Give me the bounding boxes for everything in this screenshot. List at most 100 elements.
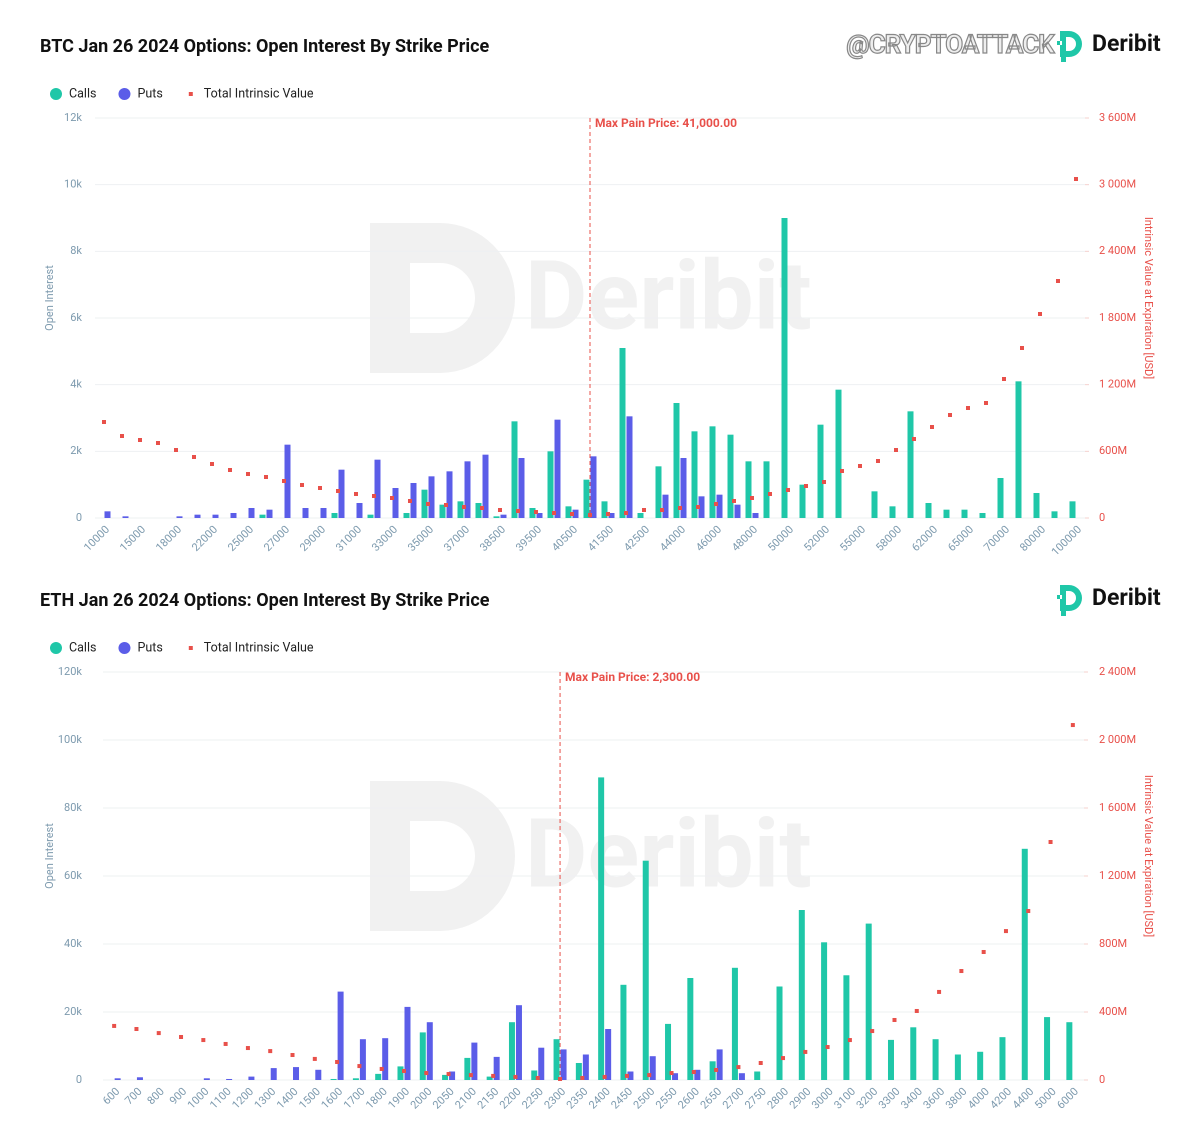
point: [558, 1076, 563, 1081]
x-tick-label: 3100: [831, 1085, 858, 1112]
point: [804, 484, 808, 488]
legend-marker: [118, 88, 131, 100]
bar: [907, 411, 914, 518]
point: [357, 1064, 362, 1069]
point: [1056, 279, 1060, 283]
watermark-brand: Deribit: [525, 798, 812, 910]
bar: [284, 444, 291, 518]
y-tick-label: 8k: [70, 244, 82, 257]
bar: [835, 389, 842, 518]
point: [192, 455, 196, 459]
bar: [637, 513, 644, 518]
bar: [104, 511, 111, 518]
x-tick-label: 4000: [965, 1085, 992, 1112]
x-tick-label: 2650: [698, 1085, 725, 1112]
bar: [738, 1073, 745, 1080]
bar: [302, 508, 309, 518]
point: [691, 1070, 696, 1075]
point: [768, 492, 772, 496]
point: [825, 1045, 830, 1050]
point: [102, 420, 106, 424]
x-tick-label: 31000: [333, 523, 364, 554]
bar: [508, 1022, 515, 1080]
bar: [464, 461, 471, 518]
bar: [493, 1056, 500, 1080]
y2-tick-label: 1 200M: [1099, 378, 1136, 391]
point: [1002, 377, 1006, 381]
bar: [511, 421, 518, 518]
bar: [500, 514, 507, 518]
bar: [367, 514, 374, 518]
point: [516, 509, 520, 513]
bar: [776, 986, 783, 1080]
point: [228, 468, 232, 472]
bar: [843, 975, 850, 1080]
bar: [691, 431, 698, 518]
point: [948, 413, 952, 417]
point: [803, 1049, 808, 1054]
point: [426, 502, 430, 506]
bar: [943, 509, 950, 518]
bar: [698, 496, 705, 518]
bar: [655, 466, 662, 518]
x-tick-label: 37000: [441, 523, 472, 554]
bar: [680, 458, 687, 518]
point: [444, 503, 448, 507]
y2-tick-label: 1 600M: [1099, 801, 1136, 814]
x-tick-label: 38500: [477, 523, 508, 554]
point: [498, 508, 502, 512]
bar: [464, 1057, 471, 1080]
bar: [403, 513, 410, 518]
x-tick-label: 3600: [921, 1085, 948, 1112]
point: [552, 511, 556, 515]
x-tick-label: 1200: [229, 1085, 256, 1112]
legend-marker: [118, 642, 131, 654]
point: [354, 492, 358, 496]
bar: [404, 1006, 411, 1080]
bar: [1021, 848, 1028, 1080]
x-tick-label: 3000: [809, 1085, 836, 1112]
x-tick-label: 1100: [207, 1085, 234, 1112]
x-tick-label: 1700: [341, 1085, 368, 1112]
bar: [889, 506, 896, 518]
x-tick-label: 4200: [987, 1085, 1014, 1112]
bar: [330, 1078, 337, 1080]
point: [174, 448, 178, 452]
bar: [627, 1071, 634, 1080]
point: [912, 437, 916, 441]
x-tick-label: 1600: [319, 1085, 346, 1112]
bar: [798, 910, 805, 1080]
y-tick-label: 12k: [64, 111, 82, 124]
bar: [486, 1076, 493, 1080]
bar: [977, 1051, 984, 1080]
bar: [582, 1054, 589, 1080]
x-tick-label: 80000: [1017, 523, 1048, 554]
x-tick-label: 35000: [405, 523, 436, 554]
point: [312, 1056, 317, 1061]
bar: [375, 1073, 382, 1080]
y-tick-label: 40k: [64, 937, 82, 950]
x-tick-label: 44000: [657, 523, 688, 554]
x-tick-label: 55000: [837, 523, 868, 554]
point: [602, 1074, 607, 1079]
bar: [560, 1049, 567, 1080]
brand-icon: [1057, 585, 1082, 616]
legend-marker: [188, 646, 193, 650]
x-tick-label: 6000: [1054, 1085, 1081, 1112]
x-tick-label: 46000: [693, 523, 724, 554]
point: [732, 499, 736, 503]
y-tick-label: 0: [76, 1073, 82, 1086]
point: [930, 425, 934, 429]
point: [624, 511, 628, 515]
y-tick-label: 10k: [64, 178, 82, 191]
point: [1074, 177, 1078, 181]
brand-text: Deribit: [1092, 30, 1161, 57]
y2-tick-label: 2 400M: [1099, 244, 1136, 257]
bar: [1051, 511, 1058, 518]
point: [134, 1027, 139, 1031]
bar: [662, 494, 669, 518]
bar: [392, 488, 399, 518]
bar: [259, 514, 266, 518]
x-tick-label: 4400: [1010, 1085, 1037, 1112]
point: [786, 488, 790, 492]
